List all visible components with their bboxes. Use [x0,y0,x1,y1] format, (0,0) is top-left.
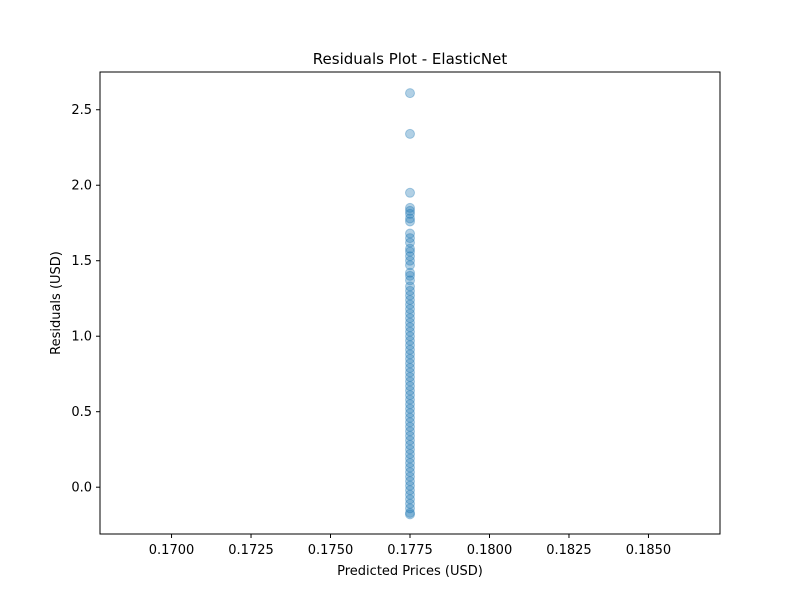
scatter-point [405,290,415,301]
x-tick-label: 0.1850 [626,543,672,558]
scatter-point [405,480,415,491]
scatter-point [405,399,415,410]
scatter-point [405,385,415,396]
scatter-point [405,462,415,473]
scatter-point [405,358,415,369]
scatter-point [405,507,415,518]
x-tick-label: 0.1825 [546,543,592,558]
x-tick-label: 0.1750 [308,543,354,558]
y-axis-label: Residuals (USD) [49,251,64,355]
scatter-point [405,503,415,514]
y-tick-label: 2.5 [71,103,92,118]
scatter-point [405,243,415,254]
scatter-point [405,340,415,351]
scatter-point [405,448,415,459]
x-tick-label: 0.1800 [467,543,513,558]
scatter-point [405,294,415,305]
scatter-point [405,304,415,315]
scatter-point [405,371,415,382]
scatter-point [405,285,415,296]
scatter-point [405,216,415,227]
scatter-point [405,260,415,271]
scatter-point [405,308,415,319]
scatter-point [405,489,415,500]
scatter-point [405,485,415,496]
x-axis-label: Predicted Prices (USD) [337,564,483,579]
scatter-point [405,453,415,464]
scatter-point [405,317,415,328]
scatter-point [405,476,415,487]
scatter-point [405,394,415,405]
scatter-point [405,128,415,139]
scatter-point [405,299,415,310]
scatter-points [405,88,415,520]
scatter-point [405,213,415,224]
scatter-point [405,403,415,414]
x-tick-label: 0.1725 [228,543,274,558]
x-tick-label: 0.1700 [149,543,195,558]
scatter-point [405,509,415,520]
x-tick-label: 0.1775 [387,543,433,558]
scatter-point [405,255,415,266]
scatter-point [405,426,415,437]
scatter-point [405,237,415,248]
scatter-point [405,233,415,244]
y-tick-label: 1.5 [71,254,92,269]
scatter-point [405,381,415,392]
scatter-point [405,246,415,257]
scatter-point [405,390,415,401]
scatter-point [405,421,415,432]
scatter-point [405,376,415,387]
scatter-point [405,270,415,281]
scatter-point [405,412,415,423]
y-tick-label: 0.5 [71,405,92,420]
scatter-point [405,326,415,337]
scatter-point [405,417,415,428]
scatter-point [405,439,415,450]
scatter-point [405,471,415,482]
scatter-point [405,435,415,446]
scatter-point [405,430,415,441]
scatter-point [405,353,415,364]
chart-title: Residuals Plot - ElasticNet [313,50,508,68]
scatter-point [405,344,415,355]
scatter-point [405,275,415,286]
scatter-point [405,228,415,239]
y-tick-label: 0.0 [71,481,92,496]
scatter-point [405,408,415,419]
scatter-point [405,322,415,333]
scatter-point [405,498,415,509]
x-axis-ticks: 0.1700 0.1725 0.1750 0.1775 0.1800 0.1825 0.18… [149,534,671,558]
scatter-point [405,335,415,346]
scatter-point [405,208,415,219]
y-tick-label: 2.0 [71,179,92,194]
scatter-point [405,313,415,324]
y-axis-ticks: 0.0 0.5 1.0 1.5 2.0 2.5 [71,103,100,496]
scatter-point [405,187,415,198]
scatter-point [405,444,415,455]
scatter-point [405,458,415,469]
scatter-point [405,88,415,99]
scatter-point [405,251,415,262]
scatter-point [405,202,415,213]
scatter-point [405,494,415,505]
scatter-point [405,331,415,342]
scatter-point [405,349,415,360]
scatter-point [405,367,415,378]
scatter-point [405,205,415,216]
scatter-point [405,467,415,478]
scatter-point [405,281,415,292]
y-tick-label: 1.0 [71,330,92,345]
scatter-point [405,362,415,373]
scatter-point [405,267,415,278]
